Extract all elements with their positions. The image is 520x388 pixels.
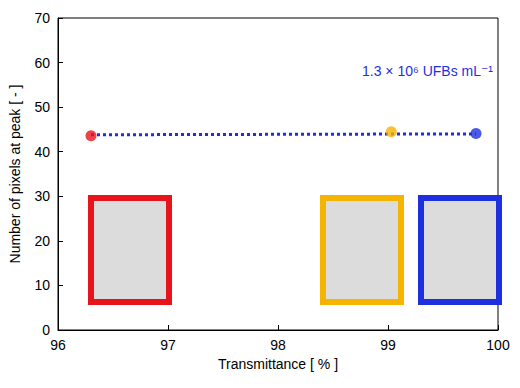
svg-text:30: 30 [34, 188, 50, 204]
svg-text:50: 50 [34, 99, 50, 115]
svg-text:97: 97 [160, 337, 176, 353]
svg-text:Number of pixels at peak [ - ]: Number of pixels at peak [ - ] [7, 85, 23, 264]
svg-text:70: 70 [34, 10, 50, 26]
svg-text:1.3 × 10⁶ UFBs mL⁻¹: 1.3 × 10⁶ UFBs mL⁻¹ [362, 63, 493, 79]
svg-text:60: 60 [34, 55, 50, 71]
svg-text:98: 98 [270, 337, 286, 353]
svg-text:100: 100 [486, 337, 510, 353]
svg-text:20: 20 [34, 233, 50, 249]
svg-text:40: 40 [34, 144, 50, 160]
svg-text:Transmittance [ % ]: Transmittance [ % ] [218, 356, 338, 372]
svg-text:96: 96 [50, 337, 66, 353]
svg-text:0: 0 [42, 322, 50, 338]
svg-text:99: 99 [380, 337, 396, 353]
svg-text:10: 10 [34, 277, 50, 293]
